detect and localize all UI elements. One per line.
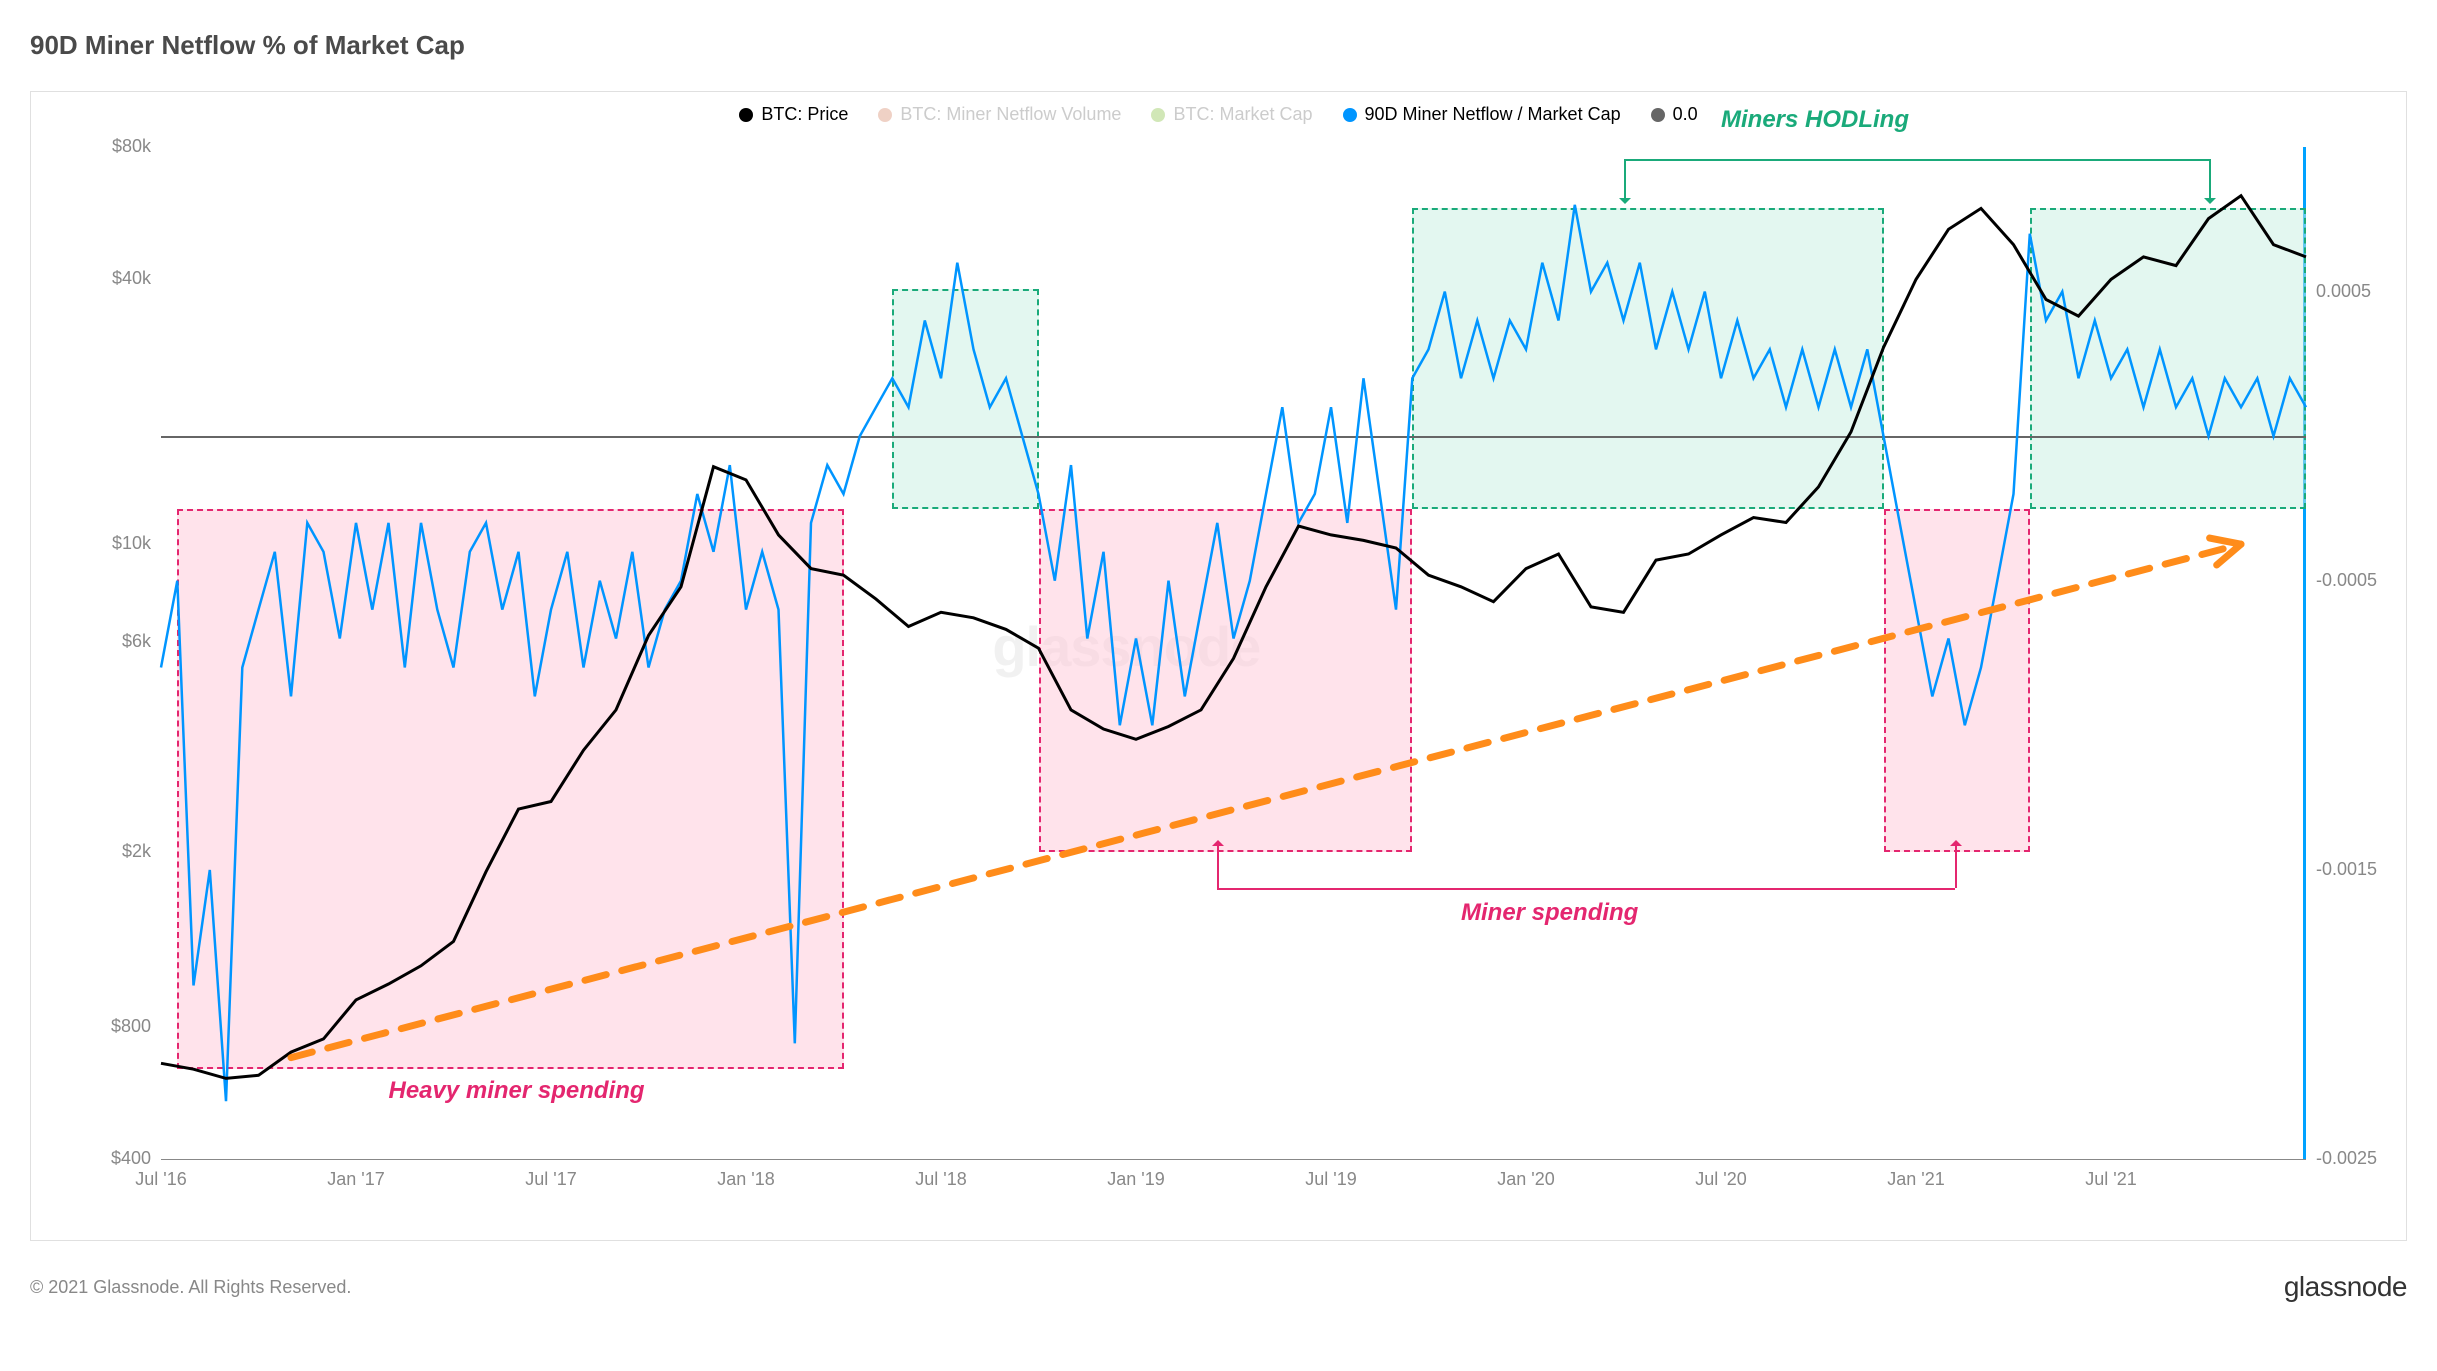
- y-left-tick: $400: [111, 1148, 151, 1169]
- legend-item[interactable]: BTC: Market Cap: [1151, 104, 1312, 125]
- spending-bracket: [1217, 888, 1955, 890]
- y-left-tick: $6k: [122, 631, 151, 652]
- plot-area: glassnode $400$800$2k$6k$10k$40k$80k0.00…: [161, 147, 2306, 1160]
- y-right-tick: -0.0015: [2316, 859, 2377, 880]
- legend-item[interactable]: 90D Miner Netflow / Market Cap: [1343, 104, 1621, 125]
- legend-label: 0.0: [1673, 104, 1698, 125]
- legend-dot-icon: [878, 108, 892, 122]
- miners-hodling-label: Miners HODLing: [1721, 106, 1909, 134]
- y-left-tick: $80k: [112, 136, 151, 157]
- x-tick: Jul '19: [1305, 1169, 1356, 1190]
- hodl-arrow-icon: [2209, 159, 2211, 202]
- chart-frame: BTC: Price BTC: Miner Netflow Volume BTC: …: [30, 91, 2407, 1241]
- x-tick: Jul '18: [915, 1169, 966, 1190]
- hodl-arrow-icon: [1624, 159, 1626, 202]
- y-left-tick: $40k: [112, 268, 151, 289]
- trend-arrow-line: [291, 544, 2241, 1057]
- x-tick: Jan '20: [1497, 1169, 1554, 1190]
- x-tick: Jan '18: [717, 1169, 774, 1190]
- x-tick: Jan '21: [1887, 1169, 1944, 1190]
- spending-arrow-icon: [1217, 842, 1219, 888]
- y-left-tick: $800: [111, 1016, 151, 1037]
- y-right-tick: -0.0025: [2316, 1148, 2377, 1169]
- footer: © 2021 Glassnode. All Rights Reserved. g…: [30, 1271, 2407, 1303]
- hodl-bracket: [1624, 159, 2209, 161]
- legend-label: BTC: Miner Netflow Volume: [900, 104, 1121, 125]
- copyright-text: © 2021 Glassnode. All Rights Reserved.: [30, 1277, 351, 1298]
- legend-dot-icon: [1151, 108, 1165, 122]
- legend-item[interactable]: BTC: Price: [739, 104, 848, 125]
- spending-arrow-icon: [1955, 842, 1957, 888]
- legend-label: BTC: Price: [761, 104, 848, 125]
- x-tick: Jan '19: [1107, 1169, 1164, 1190]
- legend: BTC: Price BTC: Miner Netflow Volume BTC: …: [31, 92, 2406, 133]
- heavy-spending-label: Heavy miner spending: [389, 1077, 645, 1105]
- x-tick: Jul '16: [135, 1169, 186, 1190]
- y-left-tick: $10k: [112, 533, 151, 554]
- x-tick: Jul '20: [1695, 1169, 1746, 1190]
- y-right-tick: 0.0005: [2316, 281, 2371, 302]
- legend-dot-icon: [1343, 108, 1357, 122]
- x-tick: Jul '17: [525, 1169, 576, 1190]
- y-right-tick: -0.0005: [2316, 570, 2377, 591]
- netflow-line: [161, 205, 2306, 1101]
- legend-item[interactable]: BTC: Miner Netflow Volume: [878, 104, 1121, 125]
- legend-dot-icon: [739, 108, 753, 122]
- legend-item[interactable]: 0.0: [1651, 104, 1698, 125]
- x-tick: Jul '21: [2085, 1169, 2136, 1190]
- miner-spending-label: Miner spending: [1461, 899, 1638, 927]
- chart-svg: [161, 147, 2306, 1159]
- y-left-tick: $2k: [122, 841, 151, 862]
- legend-label: BTC: Market Cap: [1173, 104, 1312, 125]
- legend-label: 90D Miner Netflow / Market Cap: [1365, 104, 1621, 125]
- legend-dot-icon: [1651, 108, 1665, 122]
- x-tick: Jan '17: [327, 1169, 384, 1190]
- brand-logo: glassnode: [2284, 1271, 2407, 1303]
- chart-title: 90D Miner Netflow % of Market Cap: [30, 30, 2407, 61]
